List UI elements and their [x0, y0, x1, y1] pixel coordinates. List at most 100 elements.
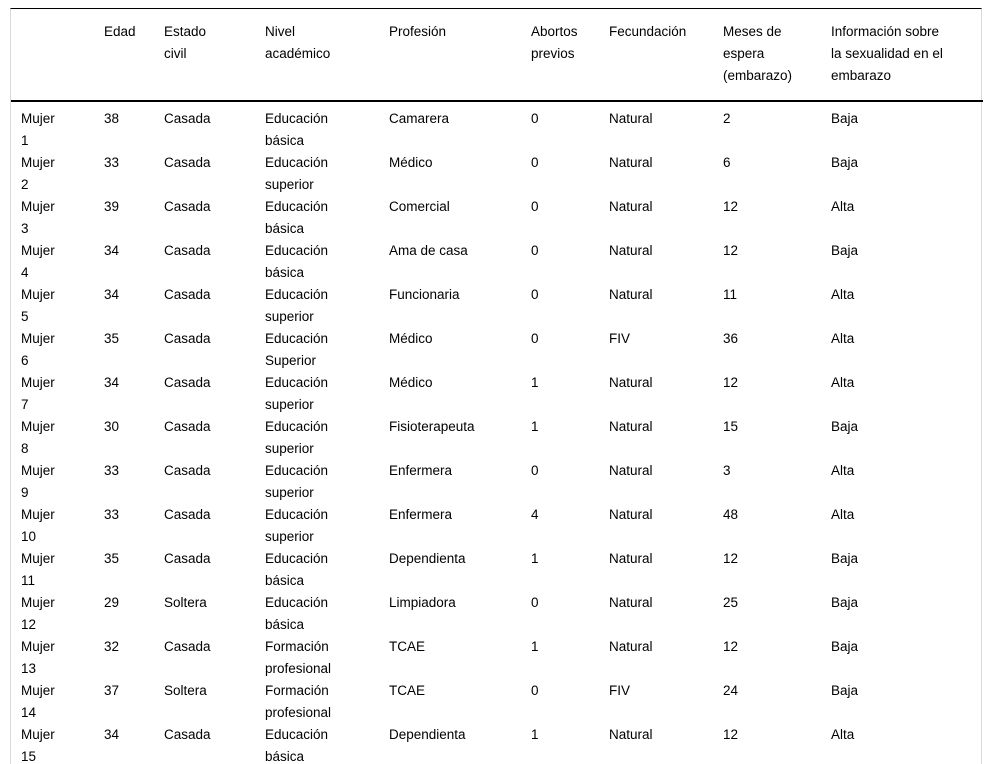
cell-meses-espera: 36 [723, 331, 739, 346]
cell-abortos-previos: 1 [531, 375, 539, 390]
table-cell-meses-espera: 36 [723, 328, 831, 372]
table-row: Mujer 13 32 Casada Formación profesional TCA… [11, 636, 983, 680]
table-cell-fecundacion: Natural [609, 460, 723, 504]
table-cell-fecundacion: Natural [609, 196, 723, 240]
table-cell-profesion: Camarera [389, 101, 531, 152]
cell-profesion: Enfermera [389, 463, 453, 478]
table-row: Mujer 8 30 Casada Educación superior Fisiote… [11, 416, 983, 460]
cell-participant: Mujer 10 [21, 507, 55, 544]
column-header-label: Fecundación [609, 24, 687, 39]
table-cell-profesion: Médico [389, 372, 531, 416]
cell-meses-espera: 12 [723, 199, 739, 214]
cell-estado-civil: Soltera [164, 595, 207, 610]
table-cell-estado-civil: Casada [164, 372, 265, 416]
cell-abortos-previos: 4 [531, 507, 539, 522]
table-cell-informacion-sexualidad: Alta [831, 196, 983, 240]
table-cell-participant: Mujer 10 [11, 504, 104, 548]
table-cell-participant: Mujer 12 [11, 592, 104, 636]
column-header-label: Abortos previos [531, 24, 578, 61]
table-cell-edad: 34 [104, 284, 164, 328]
table-cell-participant: Mujer 2 [11, 152, 104, 196]
table-cell-fecundacion: Natural [609, 636, 723, 680]
table-cell-abortos-previos: 1 [531, 372, 609, 416]
cell-estado-civil: Casada [164, 375, 211, 390]
column-header-label: Edad [104, 24, 136, 39]
table-cell-meses-espera: 3 [723, 460, 831, 504]
cell-estado-civil: Casada [164, 463, 211, 478]
table-cell-nivel-academico: Educación superior [265, 504, 389, 548]
table-cell-informacion-sexualidad: Baja [831, 592, 983, 636]
table-cell-edad: 29 [104, 592, 164, 636]
table-row: Mujer 10 33 Casada Educación superior Enferm… [11, 504, 983, 548]
table-cell-edad: 38 [104, 101, 164, 152]
table-cell-meses-espera: 48 [723, 504, 831, 548]
table-cell-meses-espera: 2 [723, 101, 831, 152]
table-cell-participant: Mujer 6 [11, 328, 104, 372]
table-header: Edad Estado civil Nivel académico Profes… [11, 9, 983, 102]
column-header-participant [11, 9, 104, 102]
table-cell-edad: 34 [104, 724, 164, 764]
table-cell-nivel-academico: Educación básica [265, 724, 389, 764]
table-cell-estado-civil: Casada [164, 196, 265, 240]
table-cell-estado-civil: Casada [164, 548, 265, 592]
cell-profesion: Médico [389, 375, 433, 390]
table-cell-profesion: TCAE [389, 636, 531, 680]
cell-profesion: Dependienta [389, 551, 466, 566]
cell-estado-civil: Casada [164, 551, 211, 566]
cell-fecundacion: Natural [609, 419, 653, 434]
cell-profesion: Dependienta [389, 727, 466, 742]
table-cell-nivel-academico: Educación superior [265, 416, 389, 460]
table-cell-abortos-previos: 0 [531, 284, 609, 328]
table-cell-abortos-previos: 0 [531, 240, 609, 284]
table-cell-participant: Mujer 9 [11, 460, 104, 504]
cell-meses-espera: 12 [723, 727, 739, 742]
table-cell-fecundacion: Natural [609, 416, 723, 460]
cell-participant: Mujer 3 [21, 199, 55, 236]
cell-fecundacion: Natural [609, 507, 653, 522]
cell-fecundacion: FIV [609, 331, 631, 346]
table-cell-profesion: Dependienta [389, 724, 531, 764]
cell-meses-espera: 12 [723, 375, 739, 390]
table-cell-meses-espera: 15 [723, 416, 831, 460]
table-row: Mujer 2 33 Casada Educación superior Médico 0… [11, 152, 983, 196]
table-cell-informacion-sexualidad: Baja [831, 680, 983, 724]
cell-meses-espera: 12 [723, 243, 739, 258]
table-cell-informacion-sexualidad: Alta [831, 284, 983, 328]
cell-meses-espera: 48 [723, 507, 739, 522]
cell-fecundacion: Natural [609, 463, 653, 478]
cell-profesion: Comercial [389, 199, 450, 214]
table-cell-estado-civil: Soltera [164, 592, 265, 636]
column-header-label: Meses de espera (embarazo) [723, 24, 793, 83]
table-cell-edad: 33 [104, 152, 164, 196]
cell-fecundacion: Natural [609, 111, 653, 126]
cell-fecundacion: Natural [609, 727, 653, 742]
cell-meses-espera: 25 [723, 595, 739, 610]
table-cell-edad: 30 [104, 416, 164, 460]
cell-profesion: Médico [389, 155, 433, 170]
table-cell-estado-civil: Casada [164, 284, 265, 328]
cell-profesion: TCAE [389, 639, 426, 654]
table-cell-nivel-academico: Educación superior [265, 460, 389, 504]
table-cell-profesion: Enfermera [389, 460, 531, 504]
cell-informacion-sexualidad: Alta [831, 331, 855, 346]
table-cell-profesion: TCAE [389, 680, 531, 724]
cell-edad: 29 [104, 595, 120, 610]
cell-participant: Mujer 7 [21, 375, 55, 412]
table-cell-fecundacion: Natural [609, 101, 723, 152]
cell-participant: Mujer 4 [21, 243, 55, 280]
table-row: Mujer 6 35 Casada Educación Superior Médico 0… [11, 328, 983, 372]
cell-fecundacion: Natural [609, 639, 653, 654]
table-cell-meses-espera: 12 [723, 724, 831, 764]
table-row: Mujer 11 35 Casada Educación básica Dependie… [11, 548, 983, 592]
cell-abortos-previos: 0 [531, 199, 539, 214]
table-row: Mujer 7 34 Casada Educación superior Médico 1… [11, 372, 983, 416]
cell-nivel-academico: Formación profesional [265, 639, 332, 676]
cell-edad: 34 [104, 287, 120, 302]
cell-meses-espera: 12 [723, 551, 739, 566]
cell-edad: 33 [104, 463, 120, 478]
table-cell-abortos-previos: 0 [531, 101, 609, 152]
table-cell-informacion-sexualidad: Baja [831, 101, 983, 152]
cell-abortos-previos: 0 [531, 243, 539, 258]
table-cell-nivel-academico: Formación profesional [265, 680, 389, 724]
column-header-abortos-previos: Abortos previos [531, 9, 609, 102]
